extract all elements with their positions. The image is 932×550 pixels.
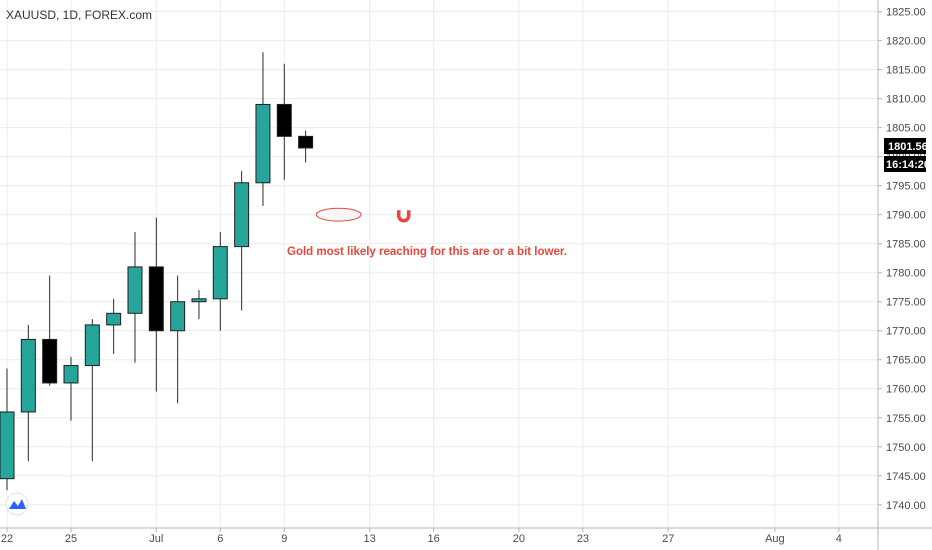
grid: [0, 0, 878, 528]
candle-body-up: [212, 246, 228, 300]
candle-body-up: [106, 312, 122, 326]
price-tick-label: 1760.00: [886, 384, 926, 396]
candle-body-down: [42, 338, 58, 384]
candle: [106, 298, 122, 354]
candle: [20, 324, 36, 462]
candle: [234, 171, 250, 311]
time-tick-label: 20: [513, 533, 525, 545]
candle-body-down: [298, 135, 314, 149]
candle: [255, 52, 271, 206]
candle: [63, 356, 79, 421]
countdown-tag: 16:14:20: [884, 156, 930, 172]
candle-body-up: [170, 301, 186, 332]
price-tick-label: 1805.00: [886, 123, 926, 135]
time-tick-label: 27: [662, 533, 674, 545]
candle-body-up: [0, 411, 15, 480]
candle: [276, 63, 292, 180]
price-tick-label: 1780.00: [886, 268, 926, 280]
price-tick-label: 1755.00: [886, 413, 926, 425]
price-tick-label: 1820.00: [886, 36, 926, 48]
price-tick-label: 1790.00: [886, 210, 926, 222]
candle: [127, 232, 143, 363]
price-tick-label: 1740.00: [886, 500, 926, 512]
candle: [191, 290, 207, 320]
time-tick-label: 22: [1, 533, 13, 545]
time-tick-label: 6: [217, 533, 223, 545]
last-price-label: 1801.56: [888, 141, 928, 153]
candle: [84, 319, 100, 462]
time-tick-label: Jul: [149, 533, 163, 545]
magnet-shape: [396, 209, 411, 223]
candle-body-up: [63, 365, 79, 384]
time-tick-label: 16: [427, 533, 439, 545]
time-tick-label: 4: [836, 533, 842, 545]
time-tick-label: Aug: [765, 533, 785, 545]
price-tick-label: 1750.00: [886, 442, 926, 454]
price-tick-label: 1745.00: [886, 471, 926, 483]
candle: [148, 217, 164, 392]
countdown-label: 16:14:20: [886, 159, 930, 171]
time-tick-label: 9: [281, 533, 287, 545]
price-tick-label: 1810.00: [886, 94, 926, 106]
candle: [42, 275, 58, 386]
candle: [298, 130, 314, 163]
candle-body-up: [191, 298, 207, 303]
tradingview-logo-icon[interactable]: [5, 492, 29, 516]
price-tick-label: 1795.00: [886, 181, 926, 193]
symbol-title[interactable]: XAUUSD, 1D, FOREX.com: [6, 8, 152, 22]
price-tick-label: 1770.00: [886, 326, 926, 338]
price-tick-label: 1765.00: [886, 355, 926, 367]
last-price-tag: 1801.56: [884, 138, 928, 154]
candle-body-down: [276, 103, 292, 137]
price-tick-label: 1785.00: [886, 239, 926, 251]
time-tick-label: 25: [65, 533, 77, 545]
target-zone-ellipse: [315, 207, 362, 222]
price-tick-label: 1825.00: [886, 7, 926, 19]
candle-body-up: [255, 103, 271, 184]
time-tick-label: 13: [363, 533, 375, 545]
candle-body-up: [84, 324, 100, 367]
magnet-icon: [396, 209, 411, 223]
candle-body-up: [20, 338, 36, 413]
candles-layer: [0, 52, 314, 491]
candle-body-down: [148, 266, 164, 332]
annotation-text: Gold most likely reaching for this are o…: [287, 246, 567, 258]
candle: [170, 275, 186, 404]
time-tick-label: 23: [577, 533, 589, 545]
price-axis[interactable]: 1740.00 1745.00 1750.00 1755.00 1760.00 1765.…: [877, 0, 926, 550]
candle-body-up: [127, 266, 143, 314]
candle-body-up: [234, 182, 250, 248]
time-axis[interactable]: 22 25 Jul 6 9 13 16 20 23 27 Aug 4: [0, 527, 932, 545]
price-tick-label: 1775.00: [886, 297, 926, 309]
candle: [0, 368, 15, 491]
candle: [212, 232, 228, 331]
annotation-layer: [315, 207, 411, 223]
price-tick-label: 1815.00: [886, 65, 926, 77]
